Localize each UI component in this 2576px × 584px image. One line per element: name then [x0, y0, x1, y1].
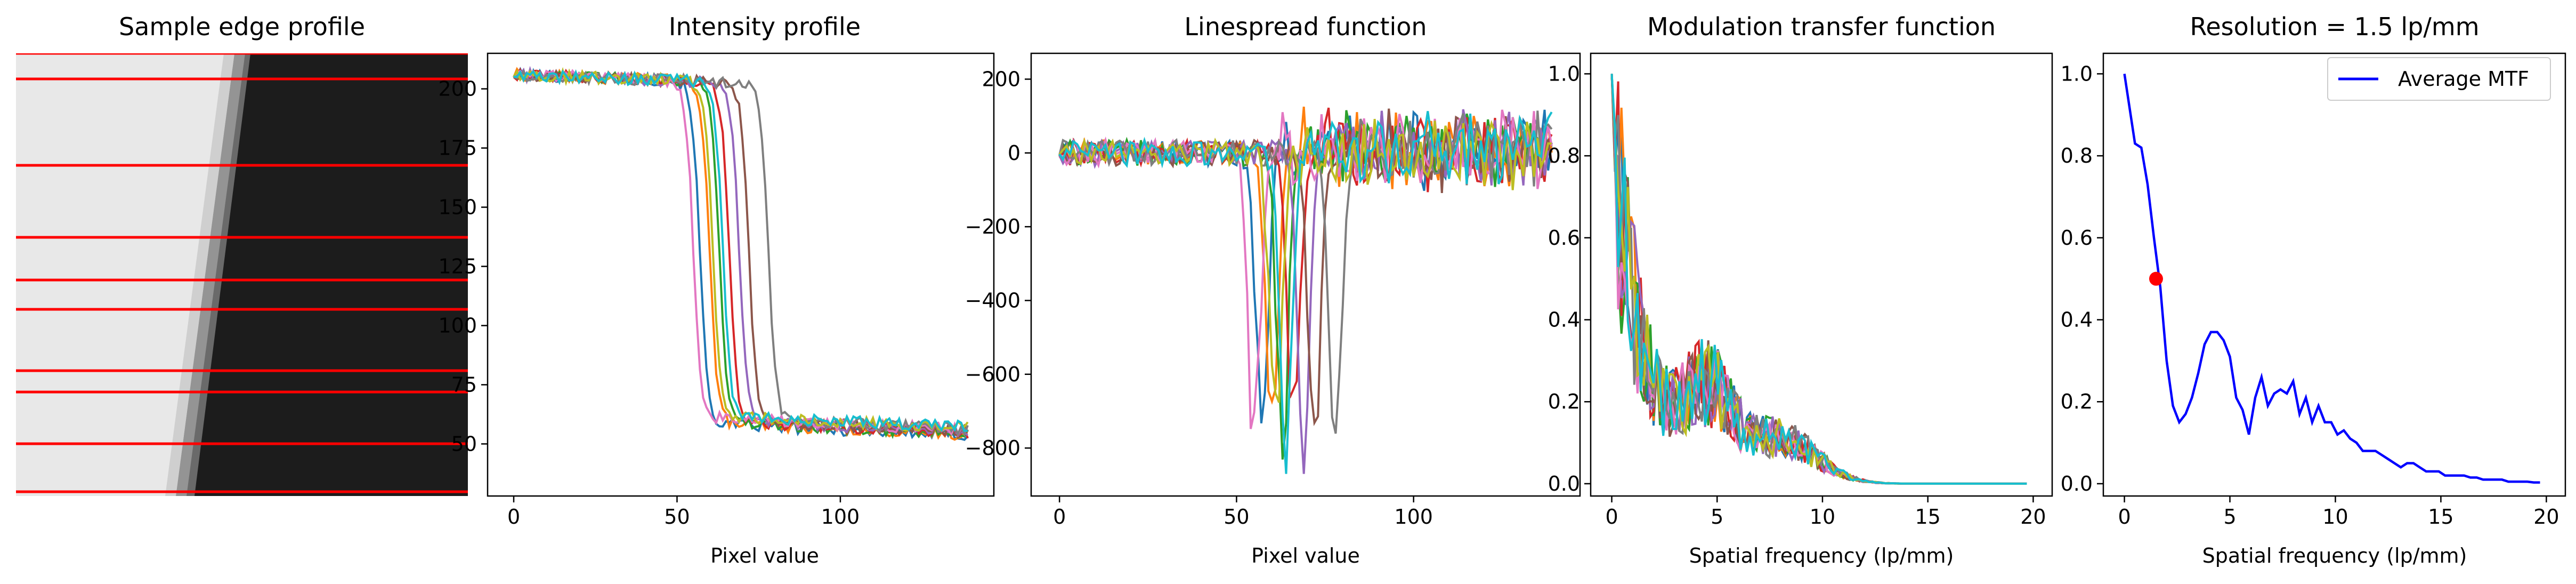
panel-title: Modulation transfer function	[1647, 12, 1996, 41]
x-tick-label: 0	[2118, 505, 2131, 529]
x-tick-label: 15	[2428, 505, 2453, 529]
series-group	[1610, 74, 2027, 485]
y-tick-label: 150	[438, 196, 477, 219]
plot-area: 0 5 10 15 20 0.0 0.2 0.4 0.6 0.8 1.0	[2061, 52, 2566, 529]
x-tick-label: 10	[2322, 505, 2348, 529]
y-tick-label: 75	[451, 373, 477, 396]
y-tick-label: 0.8	[1548, 144, 1580, 167]
series-group	[513, 66, 969, 441]
y-tick-label: 200	[438, 77, 477, 101]
plot-area: 0 50 100 −800 −600 −400 −200 0 200	[965, 52, 1581, 529]
panel-title: Sample edge profile	[119, 12, 365, 41]
y-tick-label: 0.8	[2061, 144, 2093, 167]
x-tick-label: 10	[1810, 505, 1835, 529]
lsf-series-10	[1058, 111, 1553, 474]
panel-title: Resolution = 1.5 lp/mm	[2190, 12, 2479, 41]
x-tick-label: 5	[2223, 505, 2236, 529]
y-tick-label: 1.0	[2061, 62, 2093, 85]
x-tick-label: 0	[1053, 505, 1066, 529]
resolution-marker	[2149, 271, 2163, 286]
y-tick-label: 100	[438, 314, 477, 337]
profile-lines	[16, 53, 468, 493]
y-tick-label: 175	[438, 137, 477, 160]
plot-frame	[487, 52, 995, 497]
x-tick-label: 100	[821, 505, 860, 529]
y-tick-label: 0.4	[2061, 308, 2093, 332]
y-tick-label: −400	[965, 289, 1020, 312]
panel-title: Linespread function	[1184, 12, 1427, 41]
y-tick-label: 0.0	[2061, 472, 2093, 495]
x-tick-label: 15	[1915, 505, 1941, 529]
panel-title: Intensity profile	[669, 12, 861, 41]
mtf-series-7	[1610, 74, 2027, 485]
x-tick-label: 0	[507, 505, 520, 529]
x-tick-label: 5	[1711, 505, 1723, 529]
mtf-series-10	[1610, 74, 2027, 485]
y-tick-label: 0.2	[1548, 390, 1580, 413]
legend: Average MTF	[2327, 57, 2551, 101]
x-axis-label: Spatial frequency (lp/mm)	[1689, 544, 1954, 567]
series-group	[2123, 74, 2540, 484]
y-tick-label: 0.6	[2061, 226, 2093, 250]
y-tick-label: −800	[965, 436, 1020, 460]
y-tick-label: 0.6	[1548, 226, 1580, 250]
x-tick-label: 100	[1394, 505, 1433, 529]
average-mtf-line	[2123, 74, 2540, 484]
x-tick-label: 20	[2020, 505, 2046, 529]
y-tick-label: 125	[438, 254, 477, 278]
plot-area: 0 50 100 50 75 100 125 150 175 200	[438, 52, 995, 529]
y-tick-label: 0.0	[1548, 472, 1580, 495]
linespread-panel: Linespread function Pixel value 0 50 100 −8…	[965, 12, 1581, 567]
legend-label: Average MTF	[2398, 67, 2529, 91]
y-tick-label: 200	[982, 67, 1020, 91]
series-group	[1058, 106, 1553, 474]
profile-series-10	[513, 69, 968, 433]
sample-edge-panel: Sample edge profile	[16, 12, 468, 496]
x-axis-label: Pixel value	[710, 544, 819, 567]
plot-frame	[1590, 52, 2053, 497]
x-tick-label: 20	[2533, 505, 2559, 529]
resolution-panel: Resolution = 1.5 lp/mm Spatial frequency…	[2061, 12, 2566, 567]
y-tick-label: 0	[1008, 141, 1020, 165]
plot-frame	[1030, 52, 1581, 497]
y-tick-label: 1.0	[1548, 62, 1580, 85]
y-tick-label: 0.2	[2061, 390, 2093, 413]
y-tick-label: 0.4	[1548, 308, 1580, 332]
mtf-panel: Modulation transfer function Spatial fre…	[1548, 12, 2053, 567]
plot-frame	[2102, 52, 2566, 497]
x-tick-label: 0	[1605, 505, 1618, 529]
intensity-profile-panel: Intensity profile Pixel value 0 50 100 50 75…	[438, 12, 995, 567]
x-tick-label: 50	[664, 505, 690, 529]
y-tick-label: −600	[965, 363, 1020, 386]
plot-area: 0 5 10 15 20 0.0 0.2 0.4 0.6 0.8 1.0	[1548, 52, 2053, 529]
x-axis-label: Spatial frequency (lp/mm)	[2202, 544, 2467, 567]
y-tick-label: −200	[965, 215, 1020, 238]
legend-box	[2327, 57, 2551, 101]
profile-series-6	[513, 69, 969, 437]
x-axis-label: Pixel value	[1251, 544, 1360, 567]
x-tick-label: 50	[1224, 505, 1249, 529]
y-tick-label: 50	[451, 432, 477, 455]
